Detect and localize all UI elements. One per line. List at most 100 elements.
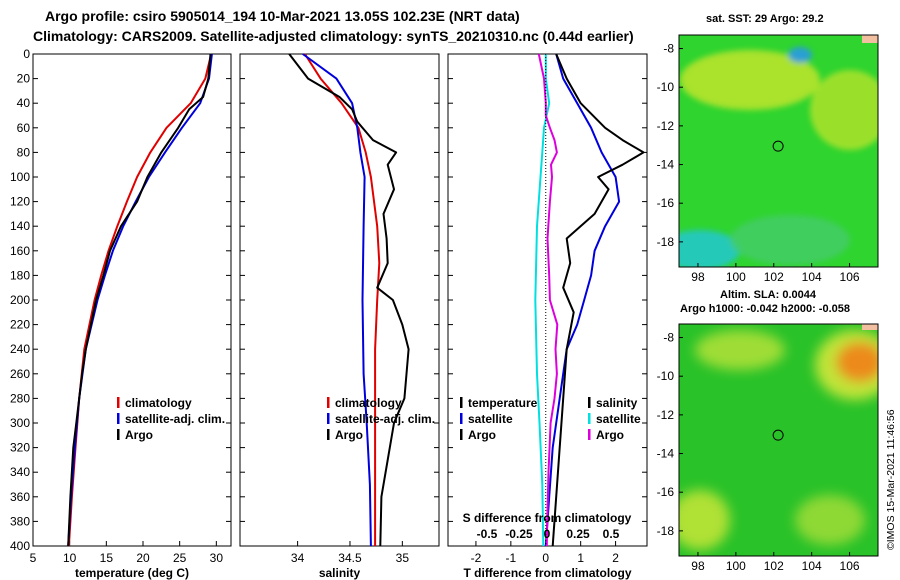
x-axis-label: temperature (deg C) [75, 566, 189, 580]
x-axis-label: T difference from climatology [463, 566, 631, 580]
y-tick-label: 0 [23, 47, 30, 61]
salinity-panel: 34 34.5 35 salinity climatology satellite-adj… [239, 53, 440, 580]
y-tick-label: 140 [10, 219, 30, 233]
map-y-tick-label: -16 [657, 196, 675, 210]
legend-swatch [588, 429, 591, 440]
y-tick-label: 220 [10, 318, 30, 332]
y-tick-label: 40 [17, 96, 31, 110]
sst-cool-patch [788, 47, 812, 63]
sst-cool-patch [730, 215, 850, 265]
map-x-tick-label: 100 [726, 559, 746, 573]
series-line-argo [288, 53, 410, 547]
map-x-tick-label: 102 [764, 270, 784, 284]
legend-label: climatology [125, 396, 192, 410]
s-diff-tick-label: 0.5 [603, 527, 620, 541]
series-line-salinity-satellite [534, 54, 551, 547]
x-tick-label: 5 [30, 551, 37, 565]
legend-swatch [460, 413, 463, 424]
legend-swatch [460, 397, 463, 408]
sla-blobs [679, 330, 878, 550]
legend-swatch [588, 397, 591, 408]
y-tick-label: 160 [10, 244, 30, 258]
difference-panel: -2 -1 0 1 2T difference from climatology S di… [447, 53, 648, 580]
map-x-tick-label: 98 [691, 559, 705, 573]
legend-label: Argo [335, 428, 363, 442]
land-mask [862, 35, 878, 43]
x-tick-label: 34 [291, 551, 305, 565]
y-tick-label: 400 [10, 539, 30, 553]
sst-warm-patch [680, 50, 820, 110]
sla-map: 98 100 102 104 106 -8 -10 -12 -14 -16 -18 [657, 323, 879, 573]
s-diff-tick-label: 0.25 [566, 527, 590, 541]
sst-field [679, 35, 878, 267]
y-tick-label: 80 [17, 145, 31, 159]
x-tick-label: -1 [506, 551, 517, 565]
map-y-tick-label: -8 [663, 331, 674, 345]
y-tick-label: 340 [10, 465, 30, 479]
sla-high-patch [679, 490, 730, 550]
map-y-tick-label: -16 [657, 485, 675, 499]
y-tick-label: 360 [10, 490, 30, 504]
y-tick-label: 300 [10, 416, 30, 430]
legend-label: temperature [468, 396, 538, 410]
map-x-tick-label: 106 [840, 559, 860, 573]
legend-label: Argo [596, 428, 624, 442]
legend-swatch [117, 397, 120, 408]
x-tick-label: 30 [210, 551, 224, 565]
plot-frame [447, 53, 648, 547]
map-x-tick-label: 104 [802, 559, 822, 573]
y-tick-label: 320 [10, 441, 30, 455]
sst-warm-patch [810, 70, 878, 150]
legend-swatch [117, 429, 120, 440]
x-axis-label: salinity [319, 566, 361, 580]
sla-high-patch [695, 330, 785, 370]
height-map-title: Argo h1000: -0.042 h2000: -0.058 [680, 303, 850, 315]
s-diff-axis-label: S difference from climatology [463, 511, 632, 525]
map-y-tick-label: -18 [657, 524, 675, 538]
map-y-tick-label: -14 [657, 447, 675, 461]
temperature-panel: 0 20 40 60 80 100 120 140 160 180 200 220 240 260 280 3… [10, 47, 232, 580]
y-tick-label: 380 [10, 514, 30, 528]
map-y-tick-label: -18 [657, 235, 675, 249]
x-tick-label: 0 [542, 551, 549, 565]
map-y-tick-label: -10 [657, 369, 675, 383]
x-tick-label: 15 [100, 551, 114, 565]
series-line-satellite-adj-clim- [302, 53, 372, 547]
legend-label: satellite-adj. clim. [335, 412, 435, 426]
legend-label: satellite [596, 412, 641, 426]
plot-frame [239, 53, 440, 547]
imos-credit: ©IMOS 15-Mar-2021 11:46:56 [885, 409, 897, 550]
legend-label: satellite [468, 412, 513, 426]
y-tick-label: 60 [17, 121, 31, 135]
map-x-tick-label: 98 [691, 270, 705, 284]
x-tick-label: -2 [471, 551, 482, 565]
land-mask [862, 324, 878, 330]
map-y-tick-label: -12 [657, 408, 675, 422]
sla-field [679, 324, 878, 556]
x-tick-label: 2 [612, 551, 619, 565]
y-tick-label: 280 [10, 391, 30, 405]
series-line-argo [67, 53, 212, 547]
y-tick-label: 100 [10, 170, 30, 184]
legend-swatch [117, 413, 120, 424]
map-y-tick-label: -14 [657, 158, 675, 172]
map-x-tick-label: 106 [840, 270, 860, 284]
y-tick-label: 180 [10, 268, 30, 282]
header-line-1: Argo profile: csiro 5905014_194 10-Mar-2… [45, 8, 520, 24]
series-line-temperature-satellite [544, 53, 621, 547]
s-diff-tick-label: -0.25 [505, 527, 533, 541]
x-tick-label: 25 [173, 551, 187, 565]
sst-map-title: sat. SST: 29 Argo: 29.2 [706, 13, 824, 25]
argo-location-marker [772, 140, 784, 152]
series-line-salinity-argo [537, 53, 559, 547]
series-line-temperature-argo [551, 53, 645, 547]
legend-label: salinity [596, 396, 638, 410]
map-y-tick-label: -8 [663, 42, 674, 56]
y-tick-label: 120 [10, 195, 30, 209]
legend-label: satellite-adj. clim. [125, 412, 225, 426]
series-line-climatology [304, 53, 381, 546]
map-x-tick-label: 104 [802, 270, 822, 284]
map-frame [678, 34, 879, 268]
sst-map: 98 100 102 104 106 -8 -10 -12 -14 -16 -18 [657, 34, 879, 284]
